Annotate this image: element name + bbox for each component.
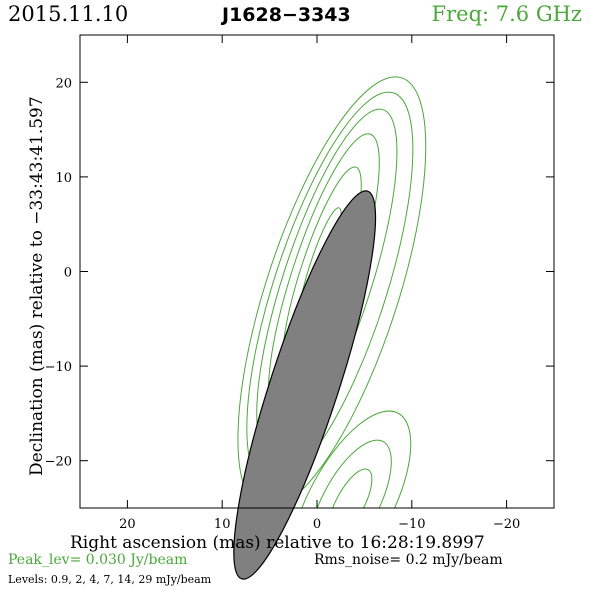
contour-levels: Levels: 0.9, 2, 4, 7, 14, 29 mJy/beam — [8, 573, 212, 586]
contour-ring-lower — [327, 468, 373, 508]
rms-noise: Rms_noise= 0.2 mJy/beam — [314, 552, 503, 568]
x-tick-label: 0 — [313, 517, 321, 532]
beam-ellipse — [233, 190, 377, 580]
x-tick-label: −20 — [493, 517, 520, 532]
axis-ticks: 20 10 0 −10 −20 20 10 0 −10 −20 — [45, 35, 554, 532]
x-axis-label: Right ascension (mas) relative to 16:28:… — [70, 533, 485, 553]
y-tick-label: −20 — [45, 455, 72, 470]
y-tick-label: 20 — [55, 76, 72, 91]
y-tick-label: −10 — [45, 360, 72, 375]
x-tick-label: 20 — [119, 517, 136, 532]
x-tick-label: 10 — [214, 517, 231, 532]
beam-group — [233, 190, 377, 580]
observation-date: 2015.11.10 — [8, 2, 129, 26]
y-tick-label: 0 — [64, 266, 72, 281]
y-tick-label: 10 — [55, 171, 72, 186]
peak-level: Peak_lev= 0.030 Jy/beam — [8, 552, 188, 568]
y-axis-label: Declination (mas) relative to −33:43:41.… — [27, 96, 47, 476]
contour-ring-lower — [308, 439, 392, 508]
source-name: J1628−3343 — [222, 4, 351, 26]
frequency-label: Freq: 7.6 GHz — [431, 2, 582, 26]
x-tick-label: −10 — [398, 517, 425, 532]
contour-ring-lower — [289, 410, 412, 508]
